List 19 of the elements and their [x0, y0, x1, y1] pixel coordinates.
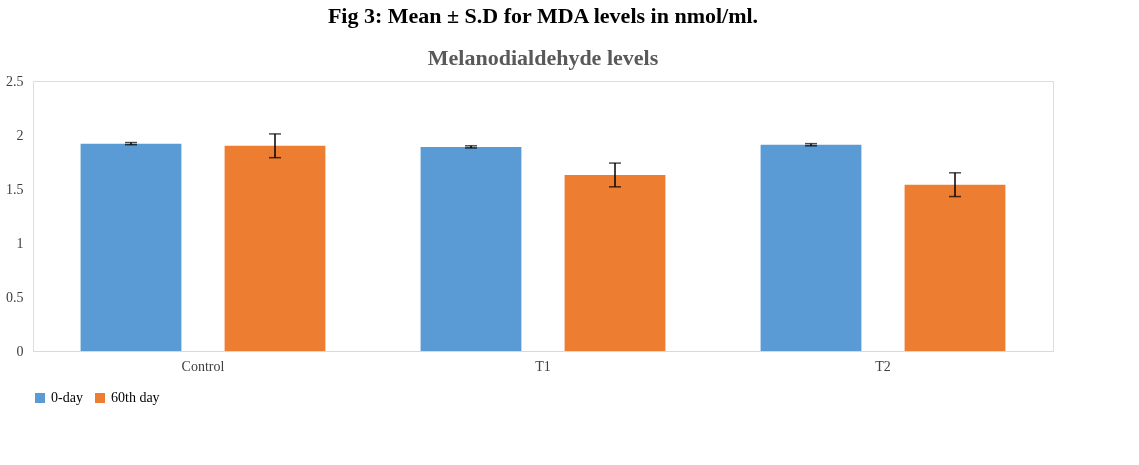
x-tick-label: Control	[181, 358, 225, 374]
legend-label: 0-day	[51, 390, 83, 405]
bar	[420, 146, 522, 351]
bar	[904, 184, 1006, 351]
y-tick-label: 1	[16, 235, 24, 251]
y-tick-label: 0.5	[6, 289, 24, 305]
bar	[224, 145, 326, 351]
chart-title: Fig 3: Mean ± S.D for MDA levels in nmol/ml.	[327, 3, 759, 28]
bar	[564, 174, 666, 351]
chart-subtitle: Melanodialdehyde levels	[427, 45, 659, 70]
y-tick-label: 1.5	[6, 181, 24, 197]
legend-label: 60th day	[111, 390, 160, 405]
x-tick-label: T1	[535, 358, 551, 374]
y-tick-label: 2.5	[6, 73, 24, 89]
bar	[760, 144, 862, 351]
x-tick-label: T2	[875, 358, 891, 374]
bar	[80, 143, 182, 351]
y-tick-label: 2	[16, 127, 24, 143]
y-tick-label: 0	[16, 343, 24, 359]
